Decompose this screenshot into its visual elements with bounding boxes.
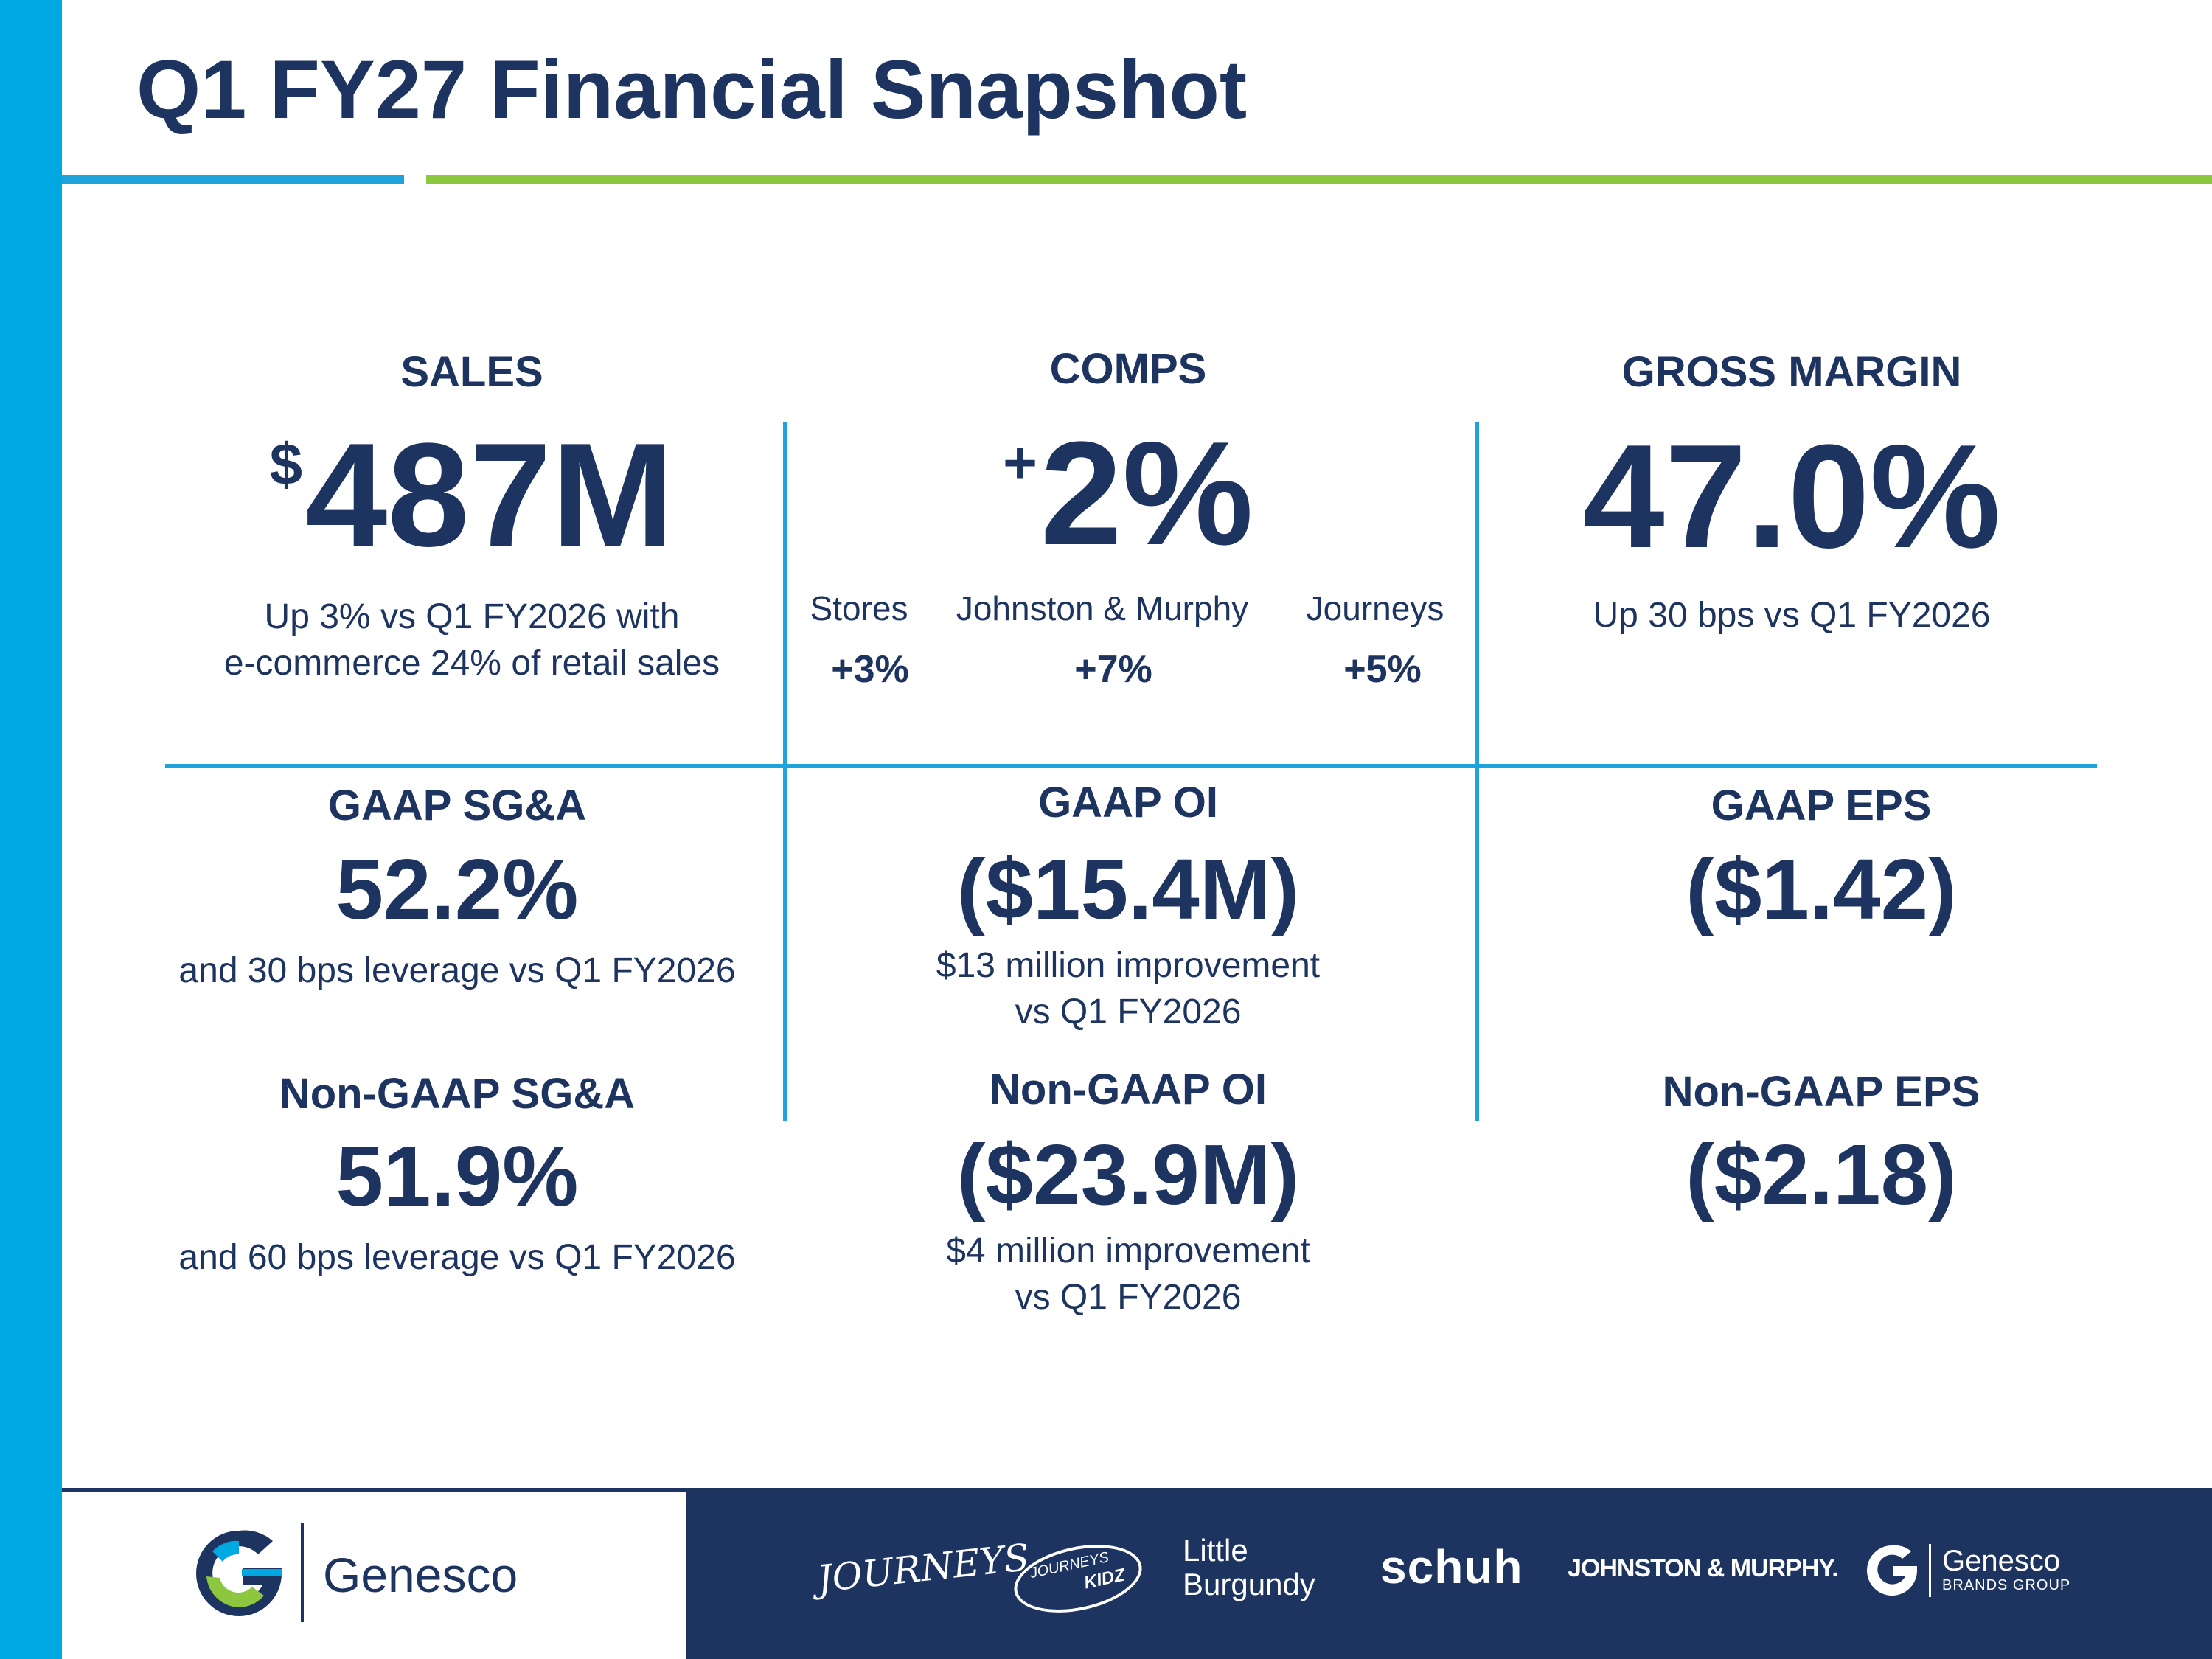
comps-stores-label: Stores	[810, 589, 908, 627]
genesco-brands-g-icon	[1867, 1545, 1917, 1596]
footer-logo-divider	[301, 1523, 304, 1622]
gaap-oi-label: GAAP OI	[1038, 779, 1218, 827]
gross-margin-subtext: Up 30 bps vs Q1 FY2026	[1593, 596, 1991, 635]
sales-subtext-line1: Up 3% vs Q1 FY2026 with	[264, 597, 680, 636]
genesco-logo-icon	[196, 1530, 282, 1616]
brand-schuh-logo: schuh	[1380, 1540, 1523, 1593]
nongaap-sga-value: 51.9%	[335, 1128, 579, 1224]
nongaap-oi-subtext-line1: $4 million improvement	[946, 1231, 1310, 1270]
comps-jm-label: Johnston & Murphy	[956, 589, 1249, 627]
nongaap-oi-label: Non-GAAP OI	[990, 1065, 1267, 1113]
comps-jm-value: +7%	[1074, 648, 1152, 691]
gaap-eps-value: ($1.42)	[1686, 841, 1957, 937]
gross-margin-value: 47.0%	[1582, 414, 2001, 579]
sales-currency: $	[269, 431, 303, 497]
footer-company-name: Genesco	[323, 1548, 518, 1602]
comps-journeys-label: Journeys	[1306, 589, 1444, 627]
nongaap-oi-value: ($23.9M)	[956, 1127, 1300, 1222]
nongaap-sga-subtext: and 60 bps leverage vs Q1 FY2026	[178, 1238, 736, 1277]
gaap-oi-subtext-line2: vs Q1 FY2026	[1015, 992, 1242, 1032]
gaap-oi-subtext-line1: $13 million improvement	[936, 946, 1321, 985]
comps-value: +2%	[841, 420, 1416, 568]
genesco-brands-subtitle: BRANDS GROUP	[1942, 1577, 2071, 1593]
comps-journeys-value: +5%	[1343, 648, 1422, 691]
nongaap-eps-value: ($2.18)	[1686, 1127, 1957, 1222]
page-title: Q1 FY27 Financial Snapshot	[136, 44, 1248, 136]
divider-vertical-left	[783, 422, 787, 1121]
gaap-sga-label: GAAP SG&A	[327, 782, 587, 830]
comps-amount: 2%	[1040, 411, 1253, 576]
gaap-sga-subtext: and 30 bps leverage vs Q1 FY2026	[178, 951, 736, 990]
title-rule-green	[426, 175, 2212, 184]
comps-label: COMPS	[1049, 345, 1207, 393]
sales-subtext-line2: e-commerce 24% of retail sales	[223, 644, 720, 683]
sales-value: $487M	[177, 422, 767, 569]
title-rule-blue	[62, 175, 404, 184]
brand-little-burgundy-line2: Burgundy	[1183, 1567, 1315, 1601]
brand-little-burgundy-logo: Little Burgundy	[1183, 1534, 1315, 1601]
gaap-eps-label: GAAP EPS	[1711, 782, 1932, 830]
comps-stores-value: +3%	[831, 648, 909, 691]
genesco-brands-name: Genesco	[1942, 1545, 2061, 1577]
nongaap-eps-label: Non-GAAP EPS	[1662, 1068, 1980, 1116]
footer-brands-panel	[686, 1488, 2212, 1659]
left-accent-bar	[0, 0, 62, 1659]
gaap-oi-subtext: $13 million improvement vs Q1 FY2026	[833, 942, 1423, 1035]
nongaap-oi-subtext: $4 million improvement vs Q1 FY2026	[833, 1228, 1423, 1321]
sales-subtext: Up 3% vs Q1 FY2026 with e-commerce 24% o…	[140, 594, 804, 686]
gaap-oi-value: ($15.4M)	[956, 841, 1300, 937]
sales-amount: 487M	[305, 413, 675, 577]
brand-johnston-murphy-logo: JOHNSTON & MURPHY.	[1568, 1554, 1839, 1582]
divider-horizontal	[165, 764, 2097, 768]
genesco-brands-divider	[1929, 1544, 1931, 1597]
nongaap-sga-label: Non-GAAP SG&A	[279, 1070, 636, 1118]
brand-genesco-brands-group-logo: Genesco BRANDS GROUP	[1942, 1545, 2070, 1594]
divider-vertical-right	[1475, 422, 1479, 1121]
sales-label: SALES	[400, 348, 543, 396]
footer-company-panel	[62, 1488, 686, 1659]
gaap-sga-value: 52.2%	[335, 841, 579, 937]
nongaap-oi-subtext-line2: vs Q1 FY2026	[1015, 1278, 1242, 1317]
gross-margin-label: GROSS MARGIN	[1621, 348, 1962, 396]
comps-sign: +	[1003, 430, 1037, 495]
brand-little-burgundy-line1: Little	[1183, 1533, 1248, 1568]
